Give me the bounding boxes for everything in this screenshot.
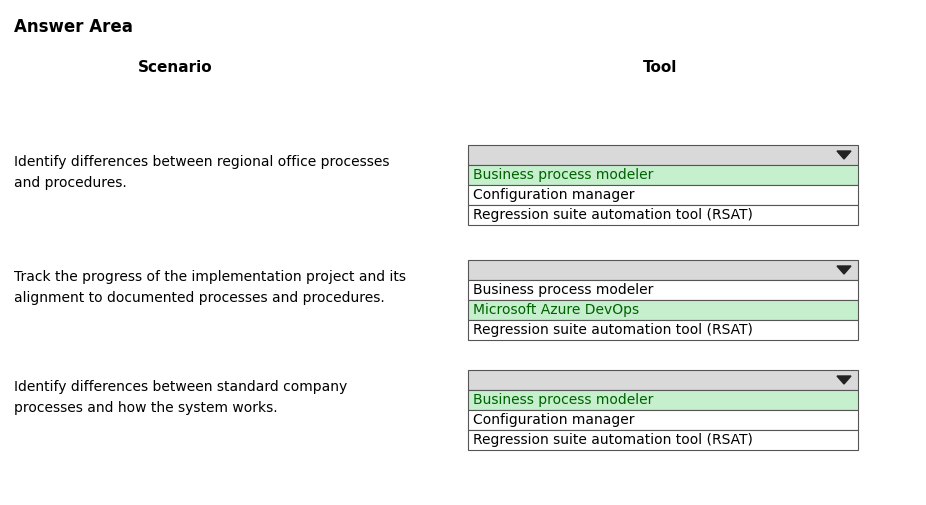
Text: Configuration manager: Configuration manager bbox=[473, 188, 634, 202]
Text: Identify differences between regional office processes
and procedures.: Identify differences between regional of… bbox=[14, 155, 390, 189]
Text: Answer Area: Answer Area bbox=[14, 18, 132, 36]
Text: Tool: Tool bbox=[643, 60, 677, 75]
Text: Configuration manager: Configuration manager bbox=[473, 413, 634, 427]
Bar bbox=[468, 370, 858, 390]
Text: Scenario: Scenario bbox=[138, 60, 212, 75]
Bar bbox=[468, 430, 858, 450]
Text: Business process modeler: Business process modeler bbox=[473, 168, 654, 182]
Bar bbox=[468, 205, 858, 225]
Bar bbox=[468, 280, 858, 300]
Bar bbox=[468, 185, 858, 205]
Polygon shape bbox=[837, 376, 851, 384]
Text: Business process modeler: Business process modeler bbox=[473, 283, 654, 297]
Bar bbox=[468, 165, 858, 185]
Text: Track the progress of the implementation project and its
alignment to documented: Track the progress of the implementation… bbox=[14, 270, 406, 305]
Text: Regression suite automation tool (RSAT): Regression suite automation tool (RSAT) bbox=[473, 433, 753, 447]
Bar bbox=[468, 390, 858, 410]
Text: Identify differences between standard company
processes and how the system works: Identify differences between standard co… bbox=[14, 380, 347, 415]
Polygon shape bbox=[837, 151, 851, 159]
Text: Business process modeler: Business process modeler bbox=[473, 393, 654, 407]
Bar bbox=[468, 320, 858, 340]
Bar bbox=[468, 300, 858, 320]
Bar bbox=[468, 145, 858, 165]
Text: Regression suite automation tool (RSAT): Regression suite automation tool (RSAT) bbox=[473, 323, 753, 337]
Text: Microsoft Azure DevOps: Microsoft Azure DevOps bbox=[473, 303, 639, 317]
Bar bbox=[468, 260, 858, 280]
Text: Regression suite automation tool (RSAT): Regression suite automation tool (RSAT) bbox=[473, 208, 753, 222]
Bar bbox=[468, 410, 858, 430]
Polygon shape bbox=[837, 266, 851, 274]
